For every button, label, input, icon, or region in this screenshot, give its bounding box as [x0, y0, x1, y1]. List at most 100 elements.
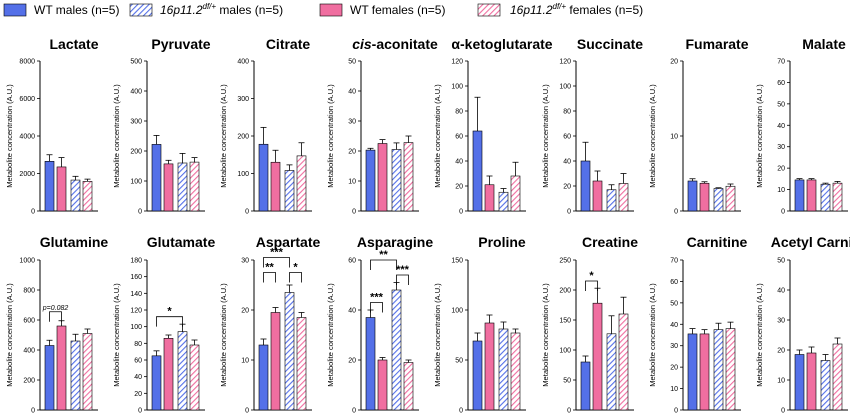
panel-asparagine-tick-label-2: 40 [348, 308, 356, 315]
panel-fumarate-bar-wt-males [687, 180, 698, 212]
panel-asparagine-bar-wt-males [365, 317, 376, 411]
panel-succinate-tick-label-1: 20 [563, 184, 571, 191]
panel-carnitine-tick-label-4: 40 [670, 322, 678, 329]
panel-fumarate: Fumarate Metabolite concentration (A.U.) 0… [648, 36, 749, 216]
legend-item-wt-females: WT females (n=5) [319, 3, 445, 17]
panel-lactate-tick-label-1: 2000 [19, 171, 35, 178]
panel-carnitine-tick-label-7: 70 [670, 258, 678, 265]
panel-aspartate-sig-label-0: ** [265, 262, 274, 274]
panel-malate-tick-label-4: 40 [777, 123, 785, 130]
panel-malate-tick-label-2: 20 [777, 166, 785, 173]
svg-text:16p11.2df/+ males (n=5): 16p11.2df/+ males (n=5) [160, 2, 283, 17]
panel-pyruvate-bar-wt-females [163, 163, 174, 212]
legend-label-wt-females: WT females (n=5) [350, 3, 445, 17]
panel-citrate-tick-label-0: 0 [245, 209, 249, 216]
panel-asparagine-ylabel: Metabolite concentration (A.U.) [326, 283, 335, 387]
panel-asparagine-tick-label-3: 60 [348, 258, 356, 265]
panel-asparagine-tick-label-0: 0 [352, 408, 356, 415]
panel-ketoglutarate-tick-label-4: 80 [455, 109, 463, 116]
panel-lactate-ylabel: Metabolite concentration (A.U.) [5, 84, 14, 188]
panel-citrate-tick-label-2: 200 [237, 134, 249, 141]
panel-glutamate-tick-label-7: 140 [130, 291, 142, 298]
panel-cis-aconitate-bar-16p-females [403, 142, 414, 212]
panel-asparagine-sig-bracket-2 [370, 259, 397, 270]
panel-pyruvate-tick-label-4: 400 [130, 89, 142, 96]
legend-label-16p-females-gene: 16p11.2 [510, 3, 553, 17]
panel-creatine-tick-label-3: 150 [559, 318, 571, 325]
panel-malate-tick-label-0: 0 [781, 209, 785, 216]
panel-carnitine-bar-wt-females [699, 333, 710, 411]
panel-creatine-bar-wt-males [580, 361, 591, 411]
panel-cis-aconitate-title-rest: -aconitate [372, 36, 438, 52]
panel-succinate-tick-label-3: 60 [563, 134, 571, 141]
panel-ketoglutarate-bar-wt-males [472, 130, 483, 212]
panel-asparagine-sig-label-1: *** [396, 264, 410, 276]
panel-succinate-title: Succinate [577, 36, 643, 52]
legend-label-16p-females-suffix: females (n=5) [566, 3, 643, 17]
panel-glutamate-ylabel: Metabolite concentration (A.U.) [112, 283, 121, 387]
panel-carnitine-title: Carnitine [687, 234, 748, 250]
panel-glutamine-ylabel: Metabolite concentration (A.U.) [5, 283, 14, 387]
panel-ketoglutarate-bar-wt-females [484, 184, 495, 212]
panel-cis-aconitate-tick-label-0: 0 [352, 209, 356, 216]
panel-ketoglutarate-tick-label-5: 100 [451, 84, 463, 91]
panel-pyruvate-bar-wt-males [151, 144, 162, 212]
panel-ketoglutarate-ylabel: Metabolite concentration (A.U.) [433, 84, 442, 188]
panel-glutamate-tick-label-6: 120 [130, 308, 142, 315]
panel-acetyl-carnitine-tick-label-3: 30 [777, 318, 785, 325]
panel-cis-aconitate-tick-label-4: 40 [348, 89, 356, 96]
panel-glutamate-tick-label-9: 180 [130, 258, 142, 265]
panel-proline-bar-wt-males [472, 340, 483, 411]
panels: Lactate Metabolite concentration (A.U.) 0 2… [5, 36, 850, 415]
panel-citrate-title: Citrate [266, 36, 311, 52]
panel-glutamate-tick-label-0: 0 [138, 408, 142, 415]
panel-lactate-title: Lactate [49, 36, 98, 52]
legend-item-wt-males: WT males (n=5) [3, 3, 119, 17]
panel-creatine-sig-bracket-0 [585, 280, 598, 291]
panel-pyruvate-tick-label-3: 300 [130, 119, 142, 126]
panel-glutamine-tick-label-1: 200 [23, 378, 35, 385]
panel-acetyl-carnitine-tick-label-0: 0 [781, 408, 785, 415]
panel-carnitine-tick-label-3: 30 [670, 343, 678, 350]
panel-malate-tick-label-6: 60 [777, 80, 785, 87]
panel-creatine-title: Creatine [582, 234, 638, 250]
panel-carnitine-bar-16p-females [725, 328, 736, 411]
panel-creatine-tick-label-4: 200 [559, 288, 571, 295]
panel-fumarate-tick-label-2: 20 [670, 59, 678, 66]
panel-malate-bar-16p-females [832, 182, 843, 212]
panel-lactate-tick-label-2: 4000 [19, 134, 35, 141]
panel-cis-aconitate-ylabel: Metabolite concentration (A.U.) [326, 84, 335, 188]
panel-glutamate-sig-label-0: * [167, 306, 172, 318]
panel-citrate-tick-label-3: 300 [237, 96, 249, 103]
panel-succinate-ylabel: Metabolite concentration (A.U.) [541, 84, 550, 188]
panel-glutamine-bar-wt-females [56, 325, 67, 411]
legend: WT males (n=5) 16p11.2df/+ males (n=5) W… [3, 2, 643, 17]
panel-malate-tick-label-7: 70 [777, 59, 785, 66]
panel-fumarate-tick-label-0: 0 [674, 209, 678, 216]
panel-aspartate-sig-label-1: * [293, 262, 298, 274]
panel-lactate-bar-wt-females [56, 166, 67, 212]
panel-glutamine-bar-16p-males [70, 340, 81, 411]
panel-acetyl-carnitine-bar-16p-females [832, 343, 843, 411]
panel-succinate-bar-wt-males [580, 160, 591, 212]
panel-aspartate-sig-label-2: *** [270, 247, 284, 259]
panel-glutamate-bar-wt-males [151, 355, 162, 411]
panel-asparagine-sig-label-2: ** [379, 249, 388, 261]
panel-citrate-ylabel: Metabolite concentration (A.U.) [219, 84, 228, 188]
panel-proline-title: Proline [478, 234, 526, 250]
panel-creatine-tick-label-0: 0 [567, 408, 571, 415]
panel-carnitine-tick-label-6: 60 [670, 279, 678, 286]
panel-asparagine-bar-wt-females [377, 359, 388, 411]
panel-creatine-bar-16p-females [618, 313, 629, 411]
svg-text:16p11.2df/+ females (n=5): 16p11.2df/+ females (n=5) [510, 2, 643, 17]
panel-creatine-tick-label-5: 250 [559, 258, 571, 265]
panel-aspartate-bar-16p-females [296, 317, 307, 411]
panel-acetyl-carnitine-tick-label-5: 50 [777, 258, 785, 265]
panel-acetyl-carnitine-tick-label-1: 10 [777, 378, 785, 385]
panel-succinate-tick-label-2: 40 [563, 159, 571, 166]
panel-asparagine-bar-16p-males [391, 289, 402, 411]
legend-swatch-wt-females [319, 3, 343, 17]
panel-succinate-tick-label-5: 100 [559, 84, 571, 91]
panel-aspartate-bar-wt-males [258, 344, 269, 411]
